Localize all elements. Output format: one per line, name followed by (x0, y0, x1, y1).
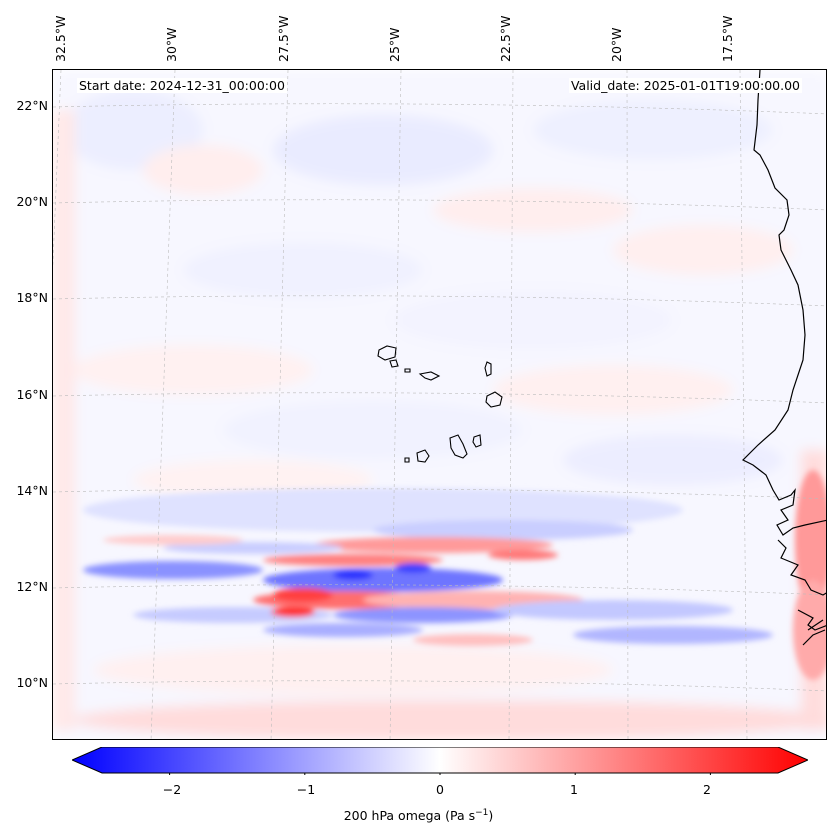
africa-coastline (741, 70, 826, 646)
omega-field (53, 70, 826, 739)
island-santa-luzia (404, 368, 411, 373)
lon-label-32-5w: 32.5°W (53, 15, 68, 62)
convective-band (83, 470, 826, 680)
colorbar-label-end: ) (488, 808, 494, 824)
coastline (741, 70, 826, 646)
colorbar-body (72, 747, 808, 774)
island-fogo (416, 449, 430, 463)
island-sal (484, 361, 492, 377)
island-boa-vista (485, 391, 503, 408)
start-date-label: Start date: 2024-12-31_00:00:00 (77, 78, 287, 93)
lon-label-25w: 25°W (387, 27, 402, 62)
gridlines (53, 70, 826, 739)
colorbar-tick-0: 0 (436, 782, 444, 797)
lon-label-22-5w: 22.5°W (498, 15, 513, 62)
lat-label-14n: 14°N (16, 483, 48, 498)
colorbar-label-main: 200 hPa omega (Pa s (343, 808, 476, 824)
island-brava (404, 457, 410, 463)
cape-verde-islands (377, 345, 503, 463)
lon-label-20w: 20°W (609, 27, 624, 62)
island-sao-nicolau (418, 371, 441, 381)
island-sao-vicente (389, 359, 399, 368)
lat-label-22n: 22°N (16, 98, 48, 113)
colorbar-label-exponent: −1 (475, 808, 489, 818)
lat-label-18n: 18°N (16, 290, 48, 305)
lon-label-30w: 30°W (164, 27, 179, 62)
colorbar-tick-neg1: −1 (296, 782, 316, 797)
colorbar-tick-marks (169, 773, 711, 775)
lat-label-16n: 16°N (16, 387, 48, 402)
lat-label-12n: 12°N (16, 579, 48, 594)
colorbar (72, 747, 808, 775)
lat-label-20n: 20°N (16, 194, 48, 209)
colorbar-tick-neg2: −2 (162, 782, 182, 797)
island-maio (472, 434, 482, 448)
lon-label-27-5w: 27.5°W (276, 15, 291, 62)
map-panel (52, 69, 827, 740)
lon-label-17-5w: 17.5°W (720, 15, 735, 62)
lat-label-10n: 10°N (16, 675, 48, 690)
omega-map (53, 70, 826, 739)
island-santo-antao (377, 345, 397, 361)
valid-date-label: Valid_date: 2025-01-01T19:00:00.00 (568, 78, 802, 93)
colorbar-tick-2: 2 (703, 782, 711, 797)
colorbar-tick-1: 1 (570, 782, 578, 797)
island-santiago (449, 434, 468, 459)
colorbar-label: 200 hPa omega (Pa s−1) (0, 808, 837, 823)
